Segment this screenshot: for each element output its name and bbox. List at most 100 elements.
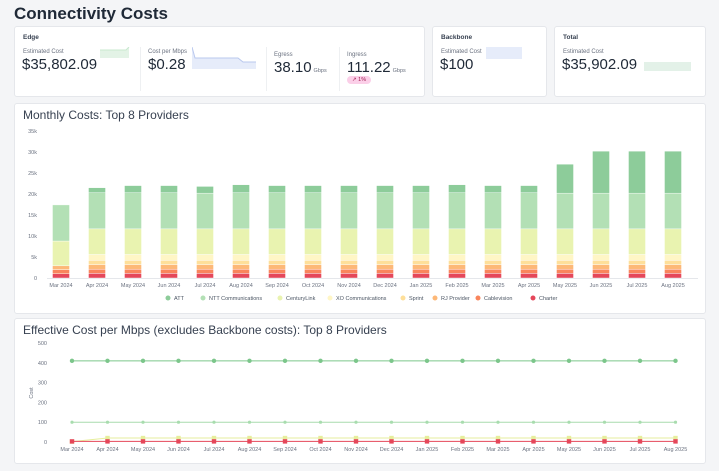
total-estimated-cost-label: Estimated Cost: [563, 49, 604, 55]
data-point-centurylink: [495, 435, 501, 441]
bar-segment-centurylink: [268, 228, 286, 255]
bar-segment-ntt-communications: [664, 192, 682, 230]
backbone-title: Backbone: [441, 34, 473, 41]
bar-segment-cablevision: [448, 268, 466, 274]
bar-segment-centurylink: [628, 228, 646, 255]
bar-segment-charter: [268, 273, 286, 279]
data-point-att: [353, 358, 359, 364]
bar-segment-rj-provider: [160, 264, 178, 270]
data-point-centurylink: [673, 435, 678, 441]
bar-segment-cablevision: [160, 268, 178, 274]
data-point-charter: [495, 439, 501, 444]
y-tick-label: 100: [38, 420, 47, 426]
bar-segment-sprint: [556, 260, 574, 265]
legend-marker: [277, 295, 283, 301]
y-tick-label: 30k: [28, 150, 37, 156]
bar-segment-ntt-communications: [556, 192, 574, 230]
x-tick-label: Mar 2025: [486, 447, 509, 453]
cost-per-mbps-title: Effective Cost per Mbps (excludes Backbo…: [23, 323, 387, 337]
bar-segment-charter: [304, 273, 322, 279]
bar-segment-cablevision: [412, 268, 430, 274]
bar-segment-centurylink: [340, 228, 358, 255]
bar-segment-cablevision: [628, 268, 646, 274]
x-tick-label: Sep 2024: [265, 283, 289, 289]
bar-segment-charter: [484, 273, 502, 279]
data-point-att: [69, 358, 75, 364]
bar-segment-ntt-communications: [304, 192, 322, 230]
data-point-ntt-communications: [247, 420, 252, 424]
bar-segment-ntt-communications: [160, 192, 178, 230]
x-tick-label: Aug 2024: [238, 447, 262, 453]
cost-per-mbps: $0.28: [148, 56, 186, 73]
bar-segment-charter: [340, 273, 358, 279]
bar-segment-cablevision: [304, 268, 322, 274]
data-point-ntt-communications: [141, 420, 145, 424]
data-point-centurylink: [389, 435, 394, 441]
bar-segment-rj-provider: [664, 264, 682, 270]
divider: [266, 47, 267, 91]
data-point-centurylink: [637, 435, 643, 441]
y-tick-label: 25k: [28, 171, 37, 177]
data-point-centurylink: [282, 435, 288, 441]
legend-marker: [200, 295, 206, 301]
data-point-ntt-communications: [460, 420, 465, 424]
data-point-centurylink: [353, 435, 359, 441]
bar-segment-att: [448, 184, 466, 193]
data-point-att: [318, 358, 323, 364]
data-point-ntt-communications: [354, 420, 358, 424]
data-point-centurylink: [105, 435, 110, 441]
bar-segment-centurylink: [412, 228, 430, 255]
data-point-ntt-communications: [389, 420, 394, 424]
bar-segment-rj-provider: [196, 264, 214, 270]
bar-segment-sprint: [340, 260, 358, 265]
bar-segment-cablevision: [484, 268, 502, 274]
bar-segment-rj-provider: [124, 264, 142, 270]
data-point-att: [176, 358, 181, 364]
data-point-att: [566, 358, 572, 364]
bar-segment-xo-communications: [232, 254, 250, 261]
bar-segment-rj-provider: [232, 264, 250, 270]
x-tick-label: Jul 2024: [204, 447, 225, 453]
bar-segment-centurylink: [304, 228, 322, 255]
ingress-label: Ingress: [347, 52, 367, 58]
x-tick-label: Mar 2025: [481, 283, 504, 289]
data-point-charter: [566, 439, 572, 444]
bar-segment-rj-provider: [412, 264, 430, 270]
bar-segment-xo-communications: [160, 254, 178, 261]
bar-segment-rj-provider: [52, 265, 70, 270]
legend-item: Charter: [539, 296, 558, 302]
bar-segment-charter: [124, 273, 142, 279]
x-tick-label: Jun 2024: [167, 447, 190, 453]
bar-segment-rj-provider: [340, 264, 358, 270]
y-tick-label: 35k: [28, 129, 37, 135]
bar-segment-centurylink: [376, 228, 394, 255]
bar-segment-ntt-communications: [124, 192, 142, 230]
bar-segment-cablevision: [592, 268, 610, 274]
legend-item: RJ Provider: [441, 296, 470, 302]
bar-segment-centurylink: [52, 240, 70, 267]
data-point-charter: [140, 439, 146, 444]
x-tick-label: May 2025: [553, 283, 577, 289]
bar-segment-cablevision: [556, 268, 574, 274]
data-point-ntt-communications: [176, 420, 181, 424]
bar-segment-att: [592, 150, 610, 194]
x-tick-label: Sep 2024: [273, 447, 297, 453]
bar-segment-cablevision: [340, 268, 358, 274]
bar-segment-centurylink: [592, 228, 610, 255]
total-card: Total Estimated Cost $35,902.09: [554, 26, 706, 97]
monthly-costs-panel: Monthly Costs: Top 8 Providers 0 5k 10k 15k…: [14, 103, 706, 314]
page-title: Connectivity Costs: [14, 4, 168, 23]
bar-segment-ntt-communications: [52, 204, 70, 242]
data-point-ntt-communications: [638, 420, 642, 424]
bar-segment-sprint: [376, 260, 394, 265]
bar-segment-xo-communications: [268, 254, 286, 261]
data-point-ntt-communications: [283, 420, 287, 424]
data-point-charter: [176, 439, 181, 444]
bar-segment-xo-communications: [376, 254, 394, 261]
x-tick-label: Jul 2025: [630, 447, 651, 453]
ingress-number: 111.22: [347, 59, 391, 76]
x-tick-label: Aug 2025: [661, 283, 685, 289]
egress-number: 38.10: [274, 59, 312, 76]
total-sparkline: [644, 62, 691, 71]
bar-segment-sprint: [592, 260, 610, 265]
